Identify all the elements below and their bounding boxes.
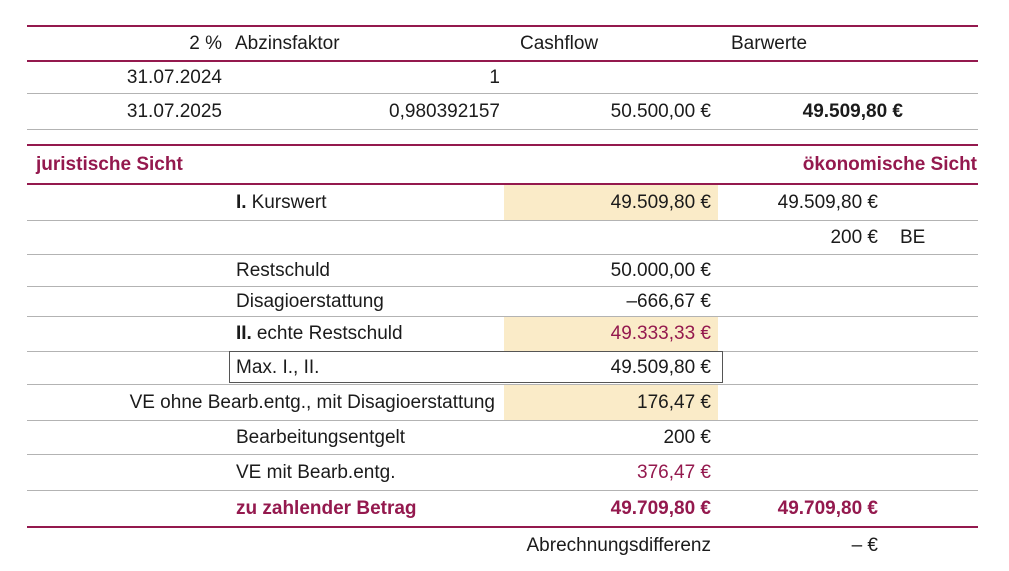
echte-restschuld-label: echte Restschuld (256, 323, 403, 344)
empty-cell (718, 255, 978, 286)
empty-cell (27, 352, 228, 384)
be-suffix: BE (900, 226, 926, 248)
kurswert-numeral: I. (236, 191, 247, 213)
empty-cell (718, 317, 978, 351)
empty-cell (504, 221, 718, 254)
differenz-right-cell: – € (718, 528, 978, 563)
zu-zahlen-value-cell: 49.709,80 € (610, 497, 711, 519)
table-row-2024: 31.07.2024 1 (27, 62, 978, 94)
empty-cell (27, 455, 228, 490)
kurswert-right-cell: 49.509,80 € (718, 185, 978, 220)
empty-cell (718, 352, 978, 384)
row-restschuld: Restschuld 50.000,00 € (27, 255, 978, 287)
empty-cell (27, 221, 228, 254)
empty-cell (27, 491, 228, 526)
max-value-cell: 49.509,80 € (610, 357, 711, 378)
ve-mit-value-cell: 376,47 € (637, 461, 711, 483)
barwert-cell (718, 62, 978, 93)
kurswert-label-cell: I. Kurswert (228, 185, 504, 220)
empty-cell (718, 287, 978, 316)
row-ve-mit: VE mit Bearb.entg. 376,47 € (27, 455, 978, 491)
bearbeitungsentgelt-value-cell: 200 € (663, 426, 711, 448)
ve-ohne-label: VE ohne Bearb.entg., mit Disagioerstattu… (129, 391, 495, 413)
empty-cell (718, 421, 978, 454)
empty-cell (718, 455, 978, 490)
factor-cell: 0,980392157 (389, 100, 500, 122)
differenz-value: – € (851, 534, 878, 556)
rate-header-cell: 2 % (189, 32, 222, 54)
zu-zahlen-right-value: 49.709,80 € (777, 497, 878, 519)
empty-cell (718, 385, 978, 420)
calculation-table: 2 % Abzinsfaktor Cashflow Barwerte 31.07… (27, 25, 978, 563)
be-value: 200 € (830, 226, 878, 248)
section-gap (27, 130, 978, 144)
empty-cell (228, 221, 504, 254)
section-header-row: juristische Sicht ökonomische Sicht (27, 144, 978, 185)
empty-cell (27, 255, 228, 286)
row-disagio: Disagioerstattung –666,67 € (27, 287, 978, 317)
disagio-value-cell: –666,67 € (626, 290, 711, 312)
empty-cell (27, 421, 228, 454)
row-echte-restschuld: II. echte Restschuld 49.333,33 € (27, 317, 978, 352)
row-differenz: Abrechnungsdifferenz – € (27, 528, 978, 563)
barwert-cell: 49.509,80 € (802, 100, 903, 122)
cashflow-cell (504, 62, 718, 93)
row-bearbeitungsentgelt: Bearbeitungsentgelt 200 € (27, 421, 978, 455)
differenz-label: Abrechnungsdifferenz (526, 534, 712, 556)
ve-mit-label: VE mit Bearb.entg. (236, 461, 396, 483)
header-row: 2 % Abzinsfaktor Cashflow Barwerte (27, 25, 978, 62)
zu-zahlen-right-cell: 49.709,80 € (718, 491, 978, 526)
echte-restschuld-numeral: II. (236, 323, 252, 344)
bearbeitungsentgelt-label: Bearbeitungsentgelt (236, 426, 406, 448)
disagio-label: Disagioerstattung (236, 290, 384, 312)
empty-cell (27, 528, 228, 563)
row-kurswert: I. Kurswert 49.509,80 € 49.509,80 € (27, 185, 978, 221)
empty-cell (27, 287, 228, 316)
kurswert-label: Kurswert (251, 191, 327, 213)
max-label: Max. I., II. (236, 357, 320, 378)
factor-header-cell: Abzinsfaktor (235, 32, 340, 54)
kurswert-right-value: 49.509,80 € (777, 191, 878, 213)
echte-restschuld-label-cell: II. echte Restschuld (228, 317, 504, 351)
restschuld-value-cell: 50.000,00 € (610, 259, 711, 281)
date-cell: 31.07.2025 (126, 100, 222, 122)
echte-restschuld-value-cell: 49.333,33 € (504, 317, 718, 351)
row-ve-ohne: VE ohne Bearb.entg., mit Disagioerstattu… (27, 385, 978, 421)
juristische-sicht-title: juristische Sicht (36, 153, 183, 175)
barwerte-header-cell: Barwerte (731, 32, 808, 54)
ve-ohne-value-cell: 176,47 € (504, 385, 718, 420)
row-max: Max. I., II. 49.509,80 € (27, 351, 978, 385)
cashflow-cell: 50.500,00 € (610, 100, 711, 122)
kurswert-value-cell: 49.509,80 € (504, 185, 718, 220)
zu-zahlen-label: zu zahlender Betrag (236, 497, 417, 519)
row-zu-zahlen: zu zahlender Betrag 49.709,80 € 49.709,8… (27, 491, 978, 528)
cashflow-header-cell: Cashflow (520, 32, 599, 54)
factor-cell: 1 (489, 66, 500, 88)
empty-cell (27, 317, 228, 351)
date-cell: 31.07.2024 (126, 66, 222, 88)
restschuld-label: Restschuld (236, 259, 330, 281)
be-right-cell: 200 € BE (718, 221, 978, 254)
table-row-2025: 31.07.2025 0,980392157 50.500,00 € 49.50… (27, 94, 978, 130)
row-be: 200 € BE (27, 221, 978, 255)
oekonomische-sicht-title: ökonomische Sicht (802, 153, 977, 175)
empty-cell (27, 185, 228, 220)
